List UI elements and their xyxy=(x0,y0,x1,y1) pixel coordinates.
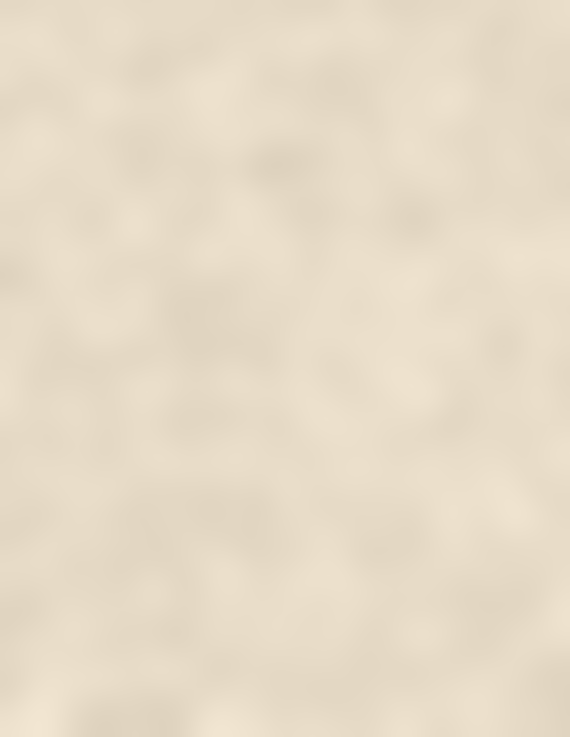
Ellipse shape xyxy=(84,307,92,313)
Text: 24: 24 xyxy=(154,226,166,234)
Bar xyxy=(75,165,85,345)
Text: 14: 14 xyxy=(339,153,351,162)
Bar xyxy=(270,173,390,335)
Text: 25: 25 xyxy=(169,236,181,245)
Bar xyxy=(208,465,248,555)
Bar xyxy=(483,165,493,345)
Text: 16: 16 xyxy=(409,321,421,329)
Bar xyxy=(270,165,290,225)
Ellipse shape xyxy=(416,306,444,334)
Text: 21: 21 xyxy=(354,206,366,214)
Text: 7: 7 xyxy=(79,281,85,290)
Text: 9: 9 xyxy=(417,161,423,170)
Text: 10: 10 xyxy=(404,161,416,170)
Text: 28: 28 xyxy=(141,363,153,372)
Text: F. M. TITUS.: F. M. TITUS. xyxy=(246,48,324,59)
Bar xyxy=(460,165,485,345)
Text: 26: 26 xyxy=(169,285,181,295)
Text: 52: 52 xyxy=(146,371,158,380)
Bar xyxy=(100,173,270,335)
Ellipse shape xyxy=(421,311,439,329)
Text: Witnes.: Witnes. xyxy=(85,601,122,610)
Text: 30: 30 xyxy=(247,511,259,520)
Text: 4: 4 xyxy=(87,195,93,204)
Text: 12: 12 xyxy=(379,156,391,164)
Bar xyxy=(65,200,80,230)
Text: 31: 31 xyxy=(297,511,309,520)
Text: 13: 13 xyxy=(359,158,371,167)
Bar xyxy=(380,335,470,353)
Bar xyxy=(145,195,225,315)
Text: W. S. Pallison,: W. S. Pallison, xyxy=(270,630,347,640)
Text: 5: 5 xyxy=(65,220,71,229)
Bar xyxy=(415,155,430,175)
Bar xyxy=(350,120,430,160)
Ellipse shape xyxy=(298,237,352,293)
Bar xyxy=(365,105,380,125)
Ellipse shape xyxy=(319,259,331,271)
Polygon shape xyxy=(120,390,480,415)
Text: 3: 3 xyxy=(97,189,103,198)
Text: Frank M. Titus,: Frank M. Titus, xyxy=(330,606,412,616)
Bar xyxy=(380,100,392,125)
Bar xyxy=(380,155,470,173)
Bar xyxy=(295,90,315,130)
Text: 19: 19 xyxy=(429,290,441,299)
Bar xyxy=(208,465,288,555)
Bar xyxy=(288,465,328,555)
Bar xyxy=(80,335,290,353)
Text: Lloyd R. Cornwall: Lloyd R. Cornwall xyxy=(90,616,186,626)
Text: 22: 22 xyxy=(364,245,376,254)
Bar xyxy=(380,173,460,335)
Ellipse shape xyxy=(84,192,92,198)
Ellipse shape xyxy=(84,172,92,178)
Text: 11: 11 xyxy=(264,251,276,259)
Text: 2: 2 xyxy=(137,178,143,186)
Text: 28: 28 xyxy=(247,494,259,503)
Text: Fig. 2.: Fig. 2. xyxy=(247,565,292,579)
Text: 29: 29 xyxy=(342,511,354,520)
Text: L. L. Burket.: L. L. Burket. xyxy=(90,634,157,644)
Bar xyxy=(300,80,310,95)
Bar xyxy=(80,155,290,173)
Text: 12': 12' xyxy=(388,156,402,164)
Text: 18: 18 xyxy=(409,301,421,310)
Text: 6: 6 xyxy=(67,240,73,250)
Polygon shape xyxy=(218,470,246,550)
Text: 16: 16 xyxy=(349,161,361,170)
Text: 8: 8 xyxy=(427,164,433,172)
Bar xyxy=(80,165,100,345)
Text: 20: 20 xyxy=(424,326,435,335)
Text: 1: 1 xyxy=(112,181,118,189)
Ellipse shape xyxy=(84,327,92,333)
Text: 15: 15 xyxy=(324,158,336,167)
Text: By: By xyxy=(228,629,242,638)
Polygon shape xyxy=(110,415,490,435)
Bar xyxy=(288,465,328,555)
Bar xyxy=(400,200,450,300)
Text: 27: 27 xyxy=(184,245,196,254)
Bar xyxy=(246,470,288,550)
Text: Inventor: Inventor xyxy=(360,593,399,602)
Text: Fig. 1.: Fig. 1. xyxy=(155,128,200,142)
Text: APPLICATION FILED APR. 4, 1916.: APPLICATION FILED APR. 4, 1916. xyxy=(202,71,368,79)
Ellipse shape xyxy=(307,248,343,282)
Bar xyxy=(148,505,208,515)
Text: Patented Sept. 3, 1918.: Patented Sept. 3, 1918. xyxy=(277,83,400,92)
Bar xyxy=(208,465,328,555)
Polygon shape xyxy=(180,340,480,380)
Text: 17: 17 xyxy=(289,80,301,89)
Bar xyxy=(328,502,388,518)
Text: Attorney: Attorney xyxy=(390,654,427,662)
Text: COMBINATION GAS ENGINE DRIVEN AIR COMPRESSOR.: COMBINATION GAS ENGINE DRIVEN AIR COMPRE… xyxy=(137,60,433,69)
